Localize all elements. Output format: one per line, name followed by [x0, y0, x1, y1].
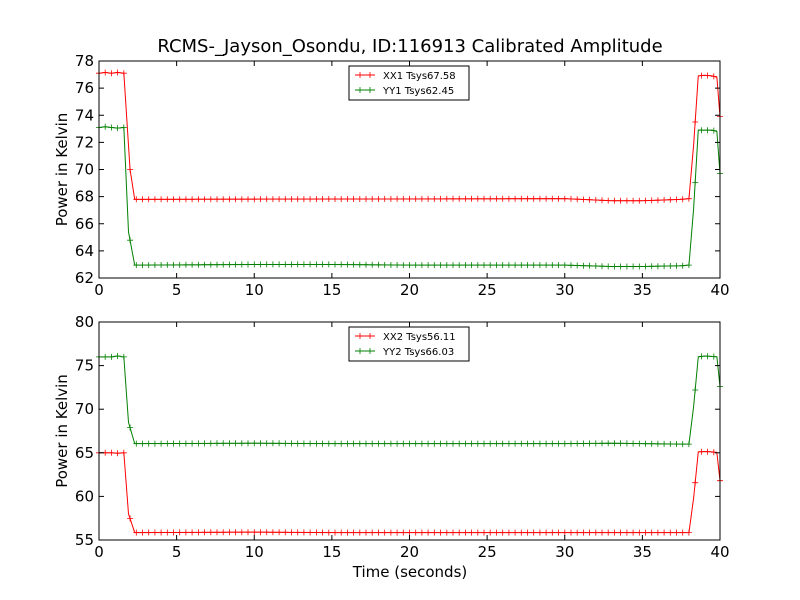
y-tick-label: 80	[75, 313, 94, 331]
legend-entry-1: XX2 Tsys56.11	[383, 332, 456, 343]
x-tick-label: 15	[322, 543, 341, 561]
y-tick-label: 78	[75, 52, 94, 70]
legend-marker-1	[357, 333, 373, 339]
x-tick-label: 10	[245, 281, 264, 299]
x-tick-label: 40	[710, 281, 729, 299]
y-tick-label: 70	[75, 400, 94, 418]
x-tick-label: 5	[172, 543, 182, 561]
legend-marker-1	[357, 72, 373, 78]
plot-top: 0 5 10 15 20 25 30 35 40 62 64 66 68 70 72 74 76 78 Power …	[53, 52, 730, 299]
x-tick-label: 20	[400, 543, 419, 561]
y-axis-label: Power in Kelvin	[53, 113, 71, 227]
y-tick-label: 65	[75, 444, 94, 462]
y-tick-label: 60	[75, 487, 94, 505]
y-tick-label: 70	[75, 161, 94, 179]
x-tick-label: 0	[94, 281, 104, 299]
x-tick-label: 35	[633, 543, 652, 561]
x-tick-label: 5	[172, 281, 182, 299]
y-tick-label: 68	[75, 188, 94, 206]
chart-title: RCMS-_Jayson_Osondu, ID:116913 Calibrate…	[157, 36, 662, 57]
y-tick-label: 74	[75, 106, 94, 124]
legend-marker-2	[357, 348, 373, 354]
plot-bottom: 0 5 10 15 20 25 30 35 40 55 60 65 70 75 80 Power in Kel…	[53, 313, 730, 561]
x-tick-label: 10	[245, 543, 264, 561]
legend-entry-2: YY2 Tsys66.03	[382, 347, 454, 358]
legend-entry-2: YY1 Tsys62.45	[382, 86, 454, 97]
legend-box	[348, 65, 470, 101]
y-tick-label: 62	[75, 269, 94, 287]
y-tick-label: 66	[75, 215, 94, 233]
x-tick-label: 0	[94, 543, 104, 561]
legend-box	[348, 326, 470, 362]
x-tick-label: 20	[400, 281, 419, 299]
y-tick-label: 75	[75, 357, 94, 375]
x-tick-label: 30	[555, 281, 574, 299]
x-tick-label: 25	[478, 543, 497, 561]
y-tick-label: 72	[75, 133, 94, 151]
x-tick-label: 25	[478, 281, 497, 299]
y-axis-label: Power in Kelvin	[53, 374, 71, 488]
x-axis-label: Time (seconds)	[352, 563, 468, 581]
x-tick-label: 35	[633, 281, 652, 299]
y-tick-label: 64	[75, 242, 94, 260]
y-tick-label: 76	[75, 79, 94, 97]
legend: XX2 Tsys56.11 YY2 Tsys66.03	[348, 326, 470, 362]
legend: XX1 Tsys67.58 YY1 Tsys62.45	[348, 65, 470, 101]
x-tick-label: 30	[555, 543, 574, 561]
legend-marker-2	[357, 87, 373, 93]
y-tick-label: 55	[75, 531, 94, 549]
x-tick-label: 40	[710, 543, 729, 561]
legend-entry-1: XX1 Tsys67.58	[383, 71, 456, 82]
x-tick-label: 15	[322, 281, 341, 299]
